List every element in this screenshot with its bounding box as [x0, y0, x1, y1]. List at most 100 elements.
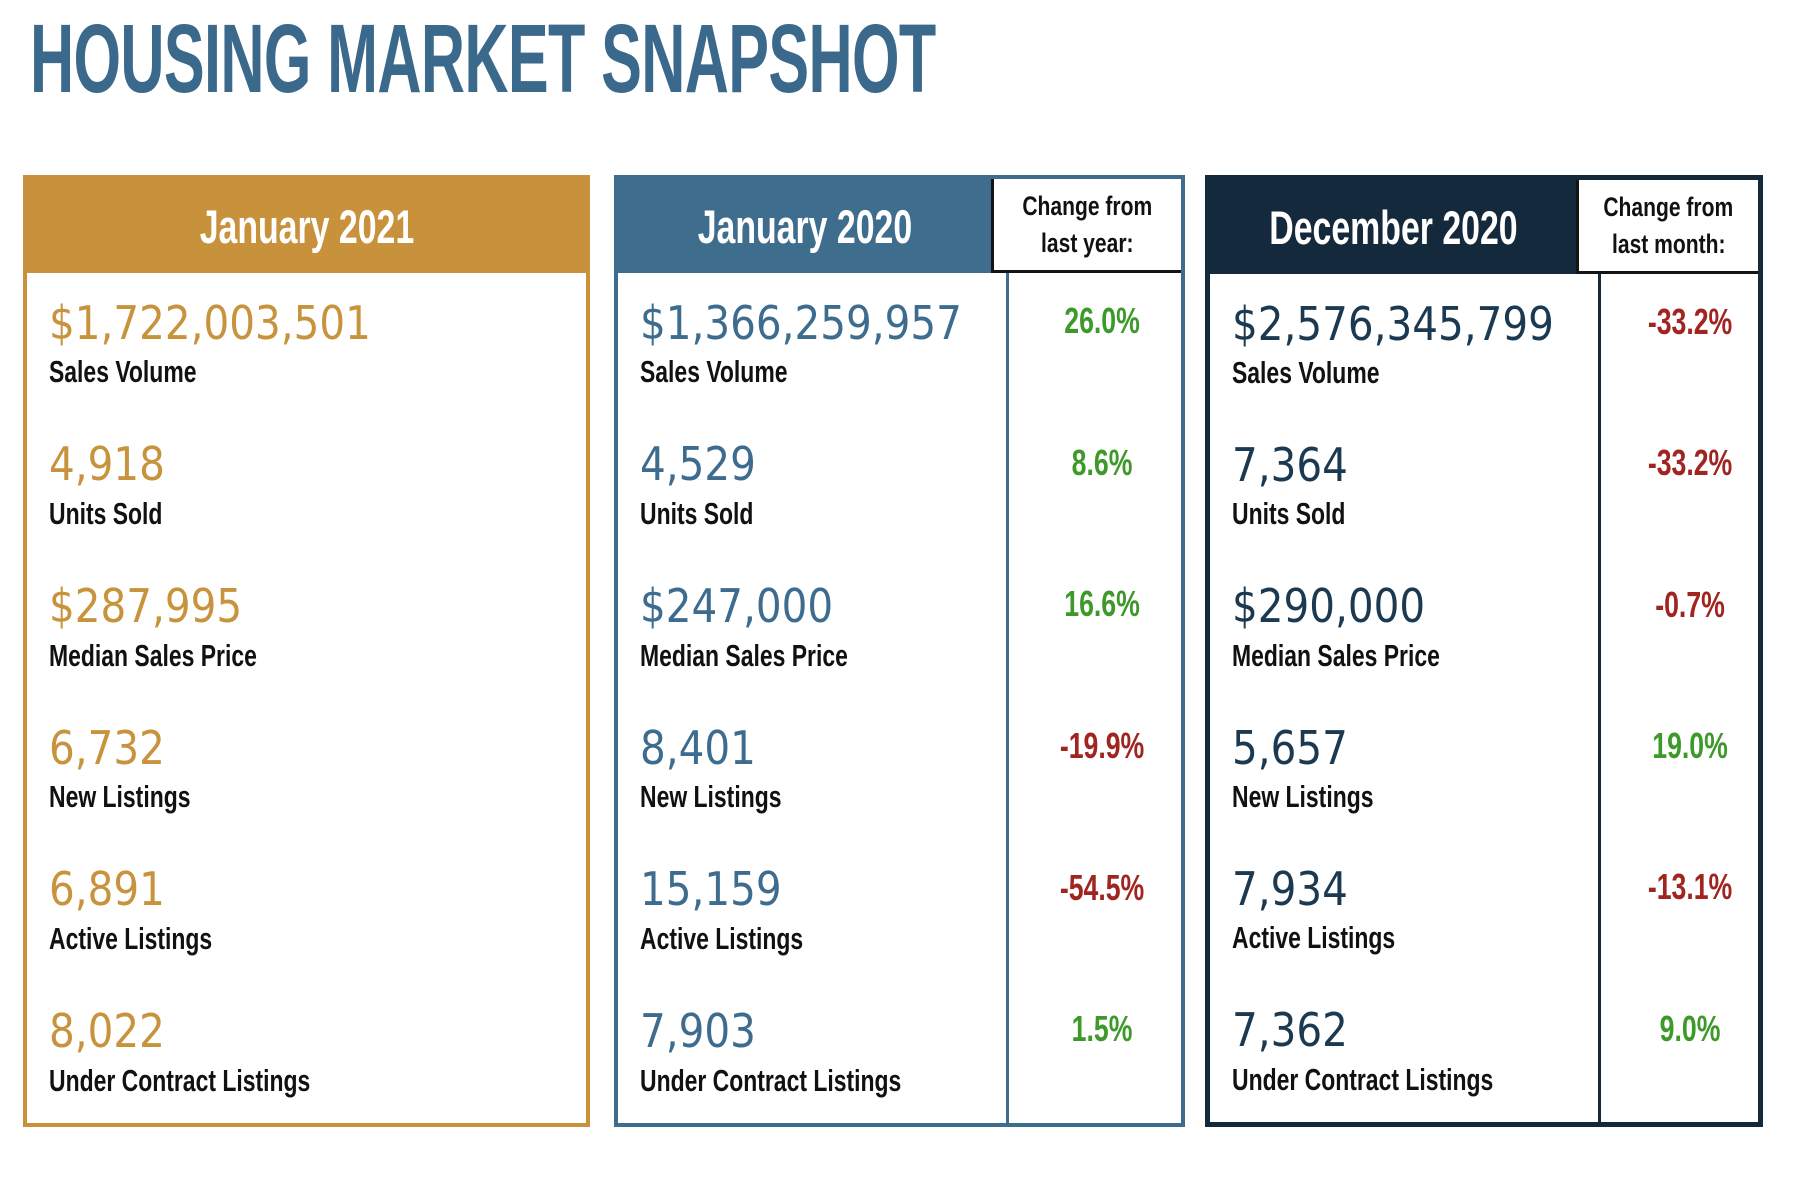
- metric-row-active-listings: 6,891 Active Listings: [27, 840, 586, 982]
- metric-row-sales-volume: $1,722,003,501 Sales Volume: [27, 273, 586, 415]
- metric-value: 7,362: [1232, 1003, 1348, 1058]
- metric-label: Sales Volume: [640, 354, 788, 390]
- metric-row-active-listings: 7,934 Active Listings: [1210, 839, 1598, 980]
- metric-value: $247,000: [640, 579, 834, 634]
- metric-label: Under Contract Listings: [49, 1062, 311, 1098]
- change-value: 9.0%: [1659, 1007, 1721, 1049]
- change-cell: -19.9%: [1005, 698, 1196, 840]
- metric-row-under-contract-listings: 7,362 Under Contract Listings: [1210, 981, 1598, 1122]
- metric-row-median-sales-price: $287,995 Median Sales Price: [27, 556, 586, 698]
- metric-label: Under Contract Listings: [640, 1062, 902, 1098]
- change-value: -33.2%: [1648, 301, 1733, 342]
- metric-value: 7,903: [640, 1004, 756, 1059]
- metric-label: Median Sales Price: [1232, 637, 1440, 673]
- page-title: HOUSING MARKET SNAPSHOT: [30, 10, 1467, 107]
- metric-value: 4,918: [49, 437, 165, 492]
- metric-row-units-sold: 7,364 Units Sold: [1210, 415, 1598, 556]
- change-header-line1: Change from: [1603, 192, 1734, 223]
- metric-label: Sales Volume: [1232, 355, 1380, 391]
- metric-label: Active Listings: [640, 920, 804, 956]
- metric-value: 15,159: [640, 862, 782, 917]
- change-cell: -0.7%: [1597, 556, 1780, 698]
- metric-row-units-sold: 4,918 Units Sold: [27, 415, 586, 557]
- change-cell: 26.0%: [1005, 273, 1196, 415]
- change-cell: -33.2%: [1597, 415, 1780, 557]
- change-value: -33.2%: [1648, 442, 1733, 484]
- metric-row-active-listings: 15,159 Active Listings: [618, 840, 1006, 982]
- change-cell: -33.2%: [1597, 274, 1780, 416]
- change-from-last-month-header: Change from last month:: [1576, 180, 1758, 274]
- metric-row-median-sales-price: $290,000 Median Sales Price: [1210, 557, 1598, 698]
- metric-value: 6,732: [49, 720, 165, 775]
- change-value: -54.5%: [1060, 866, 1145, 908]
- metric-row-sales-volume: $2,576,345,799 Sales Volume: [1210, 274, 1598, 415]
- page-title-text: HOUSING MARKET SNAPSHOT: [30, 4, 936, 113]
- metric-label: New Listings: [1232, 779, 1374, 815]
- metric-row-under-contract-listings: 7,903 Under Contract Listings: [618, 981, 1006, 1123]
- panel-header: January 2021: [27, 179, 586, 273]
- metric-label: Units Sold: [1232, 496, 1346, 532]
- metric-label: Units Sold: [49, 495, 163, 531]
- panel-month-cell: December 2020: [1210, 180, 1576, 274]
- panel-month-label: January 2021: [199, 199, 414, 253]
- metric-value: $287,995: [49, 579, 243, 634]
- metric-value: 6,891: [49, 862, 165, 917]
- change-header-line2: last year:: [1041, 227, 1134, 258]
- metric-row-new-listings: 6,732 New Listings: [27, 698, 586, 840]
- metric-label: New Listings: [640, 779, 782, 815]
- change-value: 16.6%: [1064, 583, 1141, 625]
- metric-row-under-contract-listings: 8,022 Under Contract Listings: [27, 981, 586, 1123]
- change-cell: -54.5%: [1005, 839, 1196, 982]
- metric-row-sales-volume: $1,366,259,957 Sales Volume: [618, 273, 1006, 415]
- metric-value: 8,022: [49, 1004, 165, 1059]
- metric-value: $290,000: [1232, 579, 1426, 634]
- metric-row-units-sold: 4,529 Units Sold: [618, 415, 1006, 557]
- change-cell: 16.6%: [1005, 556, 1196, 698]
- change-value: 19.0%: [1652, 724, 1729, 766]
- panel-month-label: January 2020: [697, 199, 912, 253]
- metric-label: New Listings: [49, 779, 191, 815]
- metric-value: 7,364: [1232, 437, 1348, 492]
- change-cell: -13.1%: [1597, 839, 1780, 981]
- change-cell: 9.0%: [1597, 980, 1780, 1122]
- metric-value: 8,401: [640, 720, 756, 775]
- change-value: -0.7%: [1655, 583, 1726, 625]
- change-value: 8.6%: [1071, 441, 1133, 483]
- change-header-line1: Change from: [1022, 191, 1153, 222]
- change-from-last-year-header: Change from last year:: [991, 179, 1181, 273]
- metric-value: $1,366,259,957: [640, 295, 962, 350]
- metric-label: Under Contract Listings: [1232, 1061, 1494, 1097]
- metric-label: Median Sales Price: [49, 637, 257, 673]
- metric-row-new-listings: 5,657 New Listings: [1210, 698, 1598, 839]
- metric-row-median-sales-price: $247,000 Median Sales Price: [618, 556, 1006, 698]
- metric-row-new-listings: 8,401 New Listings: [618, 698, 1006, 840]
- change-value: 26.0%: [1064, 300, 1141, 341]
- metric-label: Units Sold: [640, 495, 754, 531]
- metric-value: $2,576,345,799: [1232, 296, 1554, 351]
- panel-january-2020: January 2020 Change from last year: $1,3…: [614, 175, 1185, 1127]
- panel-header: January 2020 Change from last year:: [618, 179, 1181, 273]
- metric-label: Sales Volume: [49, 354, 197, 390]
- panel-month-cell: January 2020: [618, 179, 991, 273]
- panel-january-2021: January 2021 $1,722,003,501 Sales Volume…: [23, 175, 590, 1127]
- metric-label: Active Listings: [1232, 920, 1396, 956]
- metric-label: Median Sales Price: [640, 637, 848, 673]
- change-cell: 19.0%: [1597, 697, 1780, 840]
- change-header-line2: last month:: [1611, 228, 1726, 259]
- panel-body: $1,366,259,957 Sales Volume 26.0% 4,529 …: [618, 273, 1181, 1123]
- change-value: 1.5%: [1071, 1008, 1133, 1050]
- metric-value: $1,722,003,501: [49, 295, 371, 350]
- panel-header: December 2020 Change from last month:: [1210, 180, 1758, 274]
- panel-body: $2,576,345,799 Sales Volume -33.2% 7,364…: [1210, 274, 1758, 1122]
- metric-value: 4,529: [640, 437, 756, 492]
- change-value: -13.1%: [1648, 866, 1733, 908]
- change-cell: 1.5%: [1005, 981, 1196, 1123]
- metric-value: 5,657: [1232, 720, 1348, 775]
- panel-december-2020: December 2020 Change from last month: $2…: [1205, 175, 1763, 1127]
- panel-body: $1,722,003,501 Sales Volume 4,918 Units …: [27, 273, 586, 1123]
- panel-month-label: December 2020: [1268, 200, 1518, 254]
- metric-value: 7,934: [1232, 861, 1348, 916]
- change-value: -19.9%: [1060, 725, 1145, 766]
- panel-month-cell: January 2021: [27, 179, 586, 273]
